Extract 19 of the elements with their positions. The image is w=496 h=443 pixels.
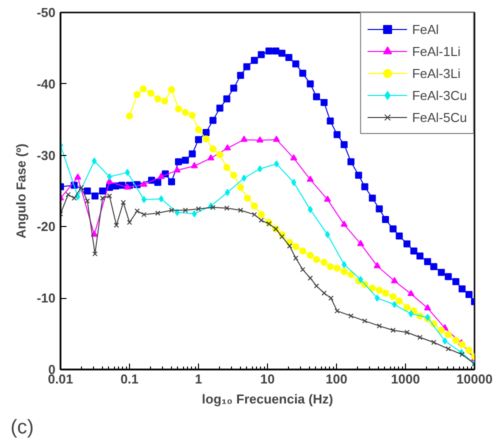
y-tick-label: -50 <box>36 5 56 20</box>
legend-label: FeAl-5Cu <box>412 110 467 124</box>
y-tick-label: -10 <box>36 290 56 306</box>
y-axis-title: Angulo Fase (º) <box>14 143 29 239</box>
x-tick-label: 100 <box>326 372 348 386</box>
x-tick-label: 10 <box>260 372 275 386</box>
legend-label: FeAl <box>412 22 439 36</box>
text: (c) <box>10 416 34 438</box>
x-tick-label: 0.1 <box>120 372 139 386</box>
y-tick-label: -30 <box>36 148 56 163</box>
legend-label: FeAl-3Li <box>412 66 460 80</box>
legend-label: FeAl-1Li <box>412 44 460 58</box>
x-tick-label: 1 <box>194 372 202 386</box>
x-tick-label: 1000 <box>391 372 420 386</box>
x-axis-title: log₁₀ Frecuencia (Hz) <box>202 392 334 406</box>
y-tick-label: -20 <box>36 219 56 234</box>
legend-label: FeAl-3Cu <box>412 88 467 102</box>
y-tick-label: -40 <box>36 76 56 92</box>
x-tick-label: 10000 <box>456 372 493 386</box>
